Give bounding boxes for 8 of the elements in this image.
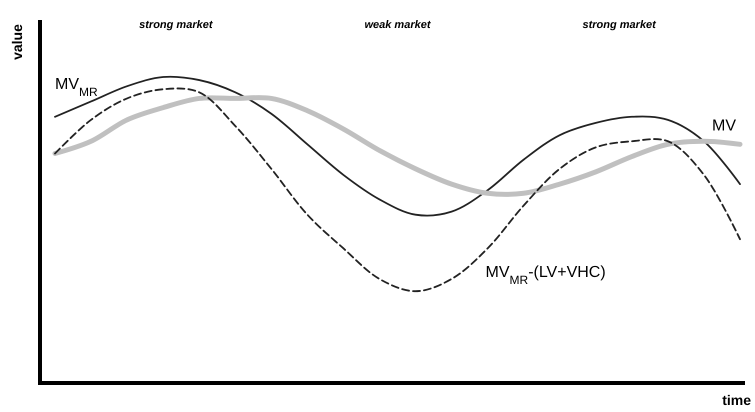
text: weak market	[364, 19, 432, 31]
series-label: MV$_{MR}$-(LV+VHC)	[486, 264, 606, 288]
series-label: MV	[712, 117, 736, 134]
text: strong market	[139, 19, 214, 31]
y-axis-title: value	[9, 24, 25, 60]
text: strong market	[582, 19, 658, 31]
series-label: MV$_{MR}$	[55, 76, 98, 99]
x-axis-title: time	[722, 392, 752, 408]
